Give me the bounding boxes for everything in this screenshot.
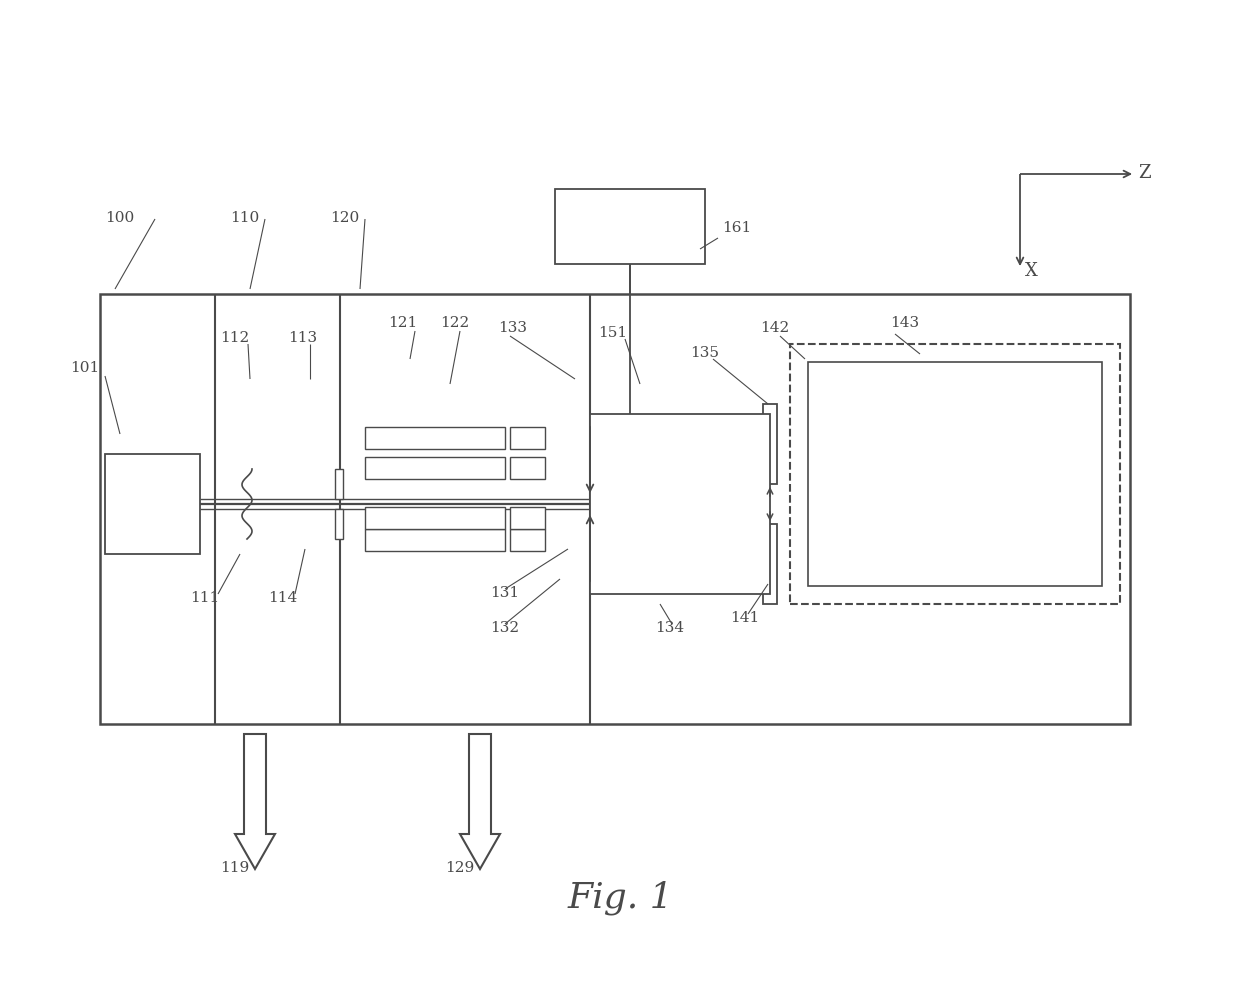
Text: Z: Z — [1138, 164, 1151, 182]
Text: 134: 134 — [655, 620, 684, 634]
Bar — [763, 525, 777, 604]
Text: 131: 131 — [490, 585, 520, 599]
Text: 121: 121 — [388, 316, 417, 330]
Bar — [510, 457, 546, 479]
Text: 111: 111 — [190, 590, 219, 604]
FancyArrow shape — [460, 735, 500, 869]
Bar — [556, 190, 706, 264]
Bar — [365, 530, 505, 552]
FancyArrow shape — [236, 735, 275, 869]
Text: 132: 132 — [490, 620, 520, 634]
Bar — [590, 414, 770, 594]
Text: 114: 114 — [268, 590, 298, 604]
Bar — [105, 454, 200, 555]
Text: 129: 129 — [445, 860, 475, 874]
Text: 143: 143 — [890, 316, 919, 330]
Text: 113: 113 — [288, 331, 317, 345]
Text: 100: 100 — [105, 211, 134, 225]
Text: 141: 141 — [730, 610, 759, 624]
Text: 122: 122 — [440, 316, 469, 330]
Text: 101: 101 — [69, 361, 99, 375]
Bar — [365, 457, 505, 479]
Text: 135: 135 — [689, 346, 719, 360]
Bar — [100, 294, 1130, 725]
Bar — [510, 530, 546, 552]
Text: 120: 120 — [330, 211, 360, 225]
Text: 133: 133 — [498, 321, 527, 335]
Text: 112: 112 — [219, 331, 249, 345]
Bar — [510, 427, 546, 449]
Bar — [808, 363, 1102, 586]
Text: 142: 142 — [760, 321, 789, 335]
Text: 110: 110 — [229, 211, 259, 225]
Bar — [790, 345, 1120, 604]
Bar — [335, 510, 343, 540]
Text: 161: 161 — [722, 221, 751, 235]
Bar — [365, 427, 505, 449]
Text: 119: 119 — [221, 860, 249, 874]
Text: X: X — [1025, 261, 1038, 279]
Bar — [365, 508, 505, 530]
Text: Fig. 1: Fig. 1 — [567, 880, 673, 914]
Bar — [510, 508, 546, 530]
Text: 151: 151 — [598, 326, 627, 340]
Bar — [335, 469, 343, 500]
Bar — [763, 405, 777, 484]
